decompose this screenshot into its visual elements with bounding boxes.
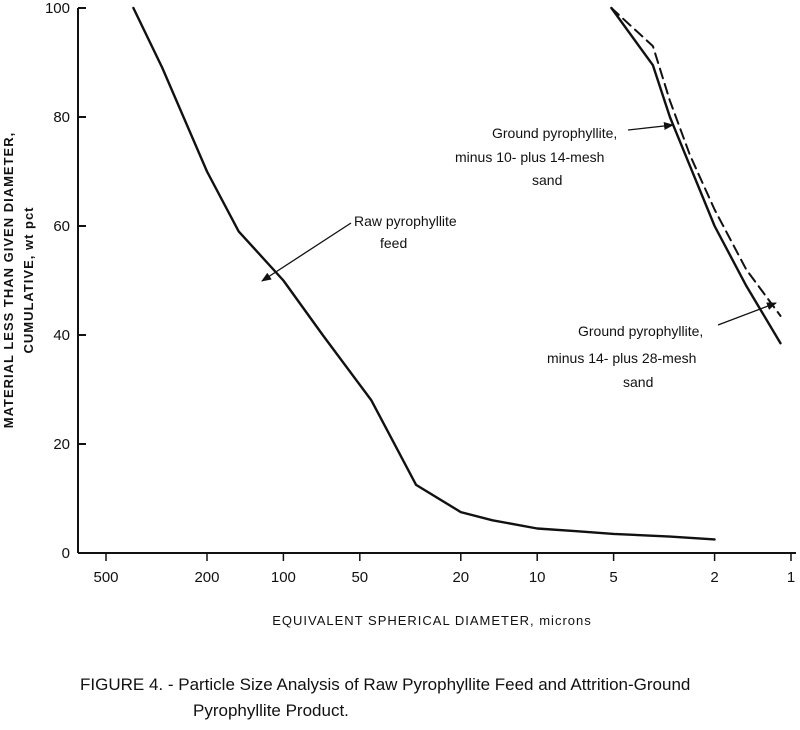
figure-caption-line2: Pyrophyllite Product.: [193, 701, 349, 720]
x-axis-ticks: 500 200 100 50 20 10 5 2 1: [93, 553, 795, 586]
annotation-g10-line1: Ground pyrophyllite,: [492, 125, 617, 141]
series-line-2: [610, 7, 782, 317]
y-tick-label: 80: [53, 109, 70, 126]
annotation-raw-line2: feed: [380, 235, 407, 251]
annotation-g14-line1: Ground pyrophyllite,: [578, 323, 703, 339]
annotation-g14-line2: minus 14- plus 28-mesh: [547, 350, 696, 366]
annotation-raw-arrow: [261, 222, 352, 282]
x-tick-label: 10: [529, 569, 546, 586]
y-tick-label: 20: [53, 436, 70, 453]
y-tick-label: 60: [53, 218, 70, 235]
y-tick-label: 40: [53, 327, 70, 344]
annotation-g10-line3: sand: [532, 172, 562, 188]
series-line-3: [610, 6, 782, 345]
y-tick-label: 100: [45, 0, 70, 17]
x-tick-label: 500: [93, 569, 118, 586]
annotation-raw-line1: Raw pyrophyllite: [354, 213, 457, 229]
y-tick-label: 0: [62, 545, 70, 562]
annotation-g14-arrow: [717, 302, 777, 326]
annotation-g10-arrow: [627, 122, 674, 131]
series-layer: [132, 6, 782, 541]
figure-caption: FIGURE 4. - Particle Size Analysis of Ra…: [80, 672, 780, 724]
figure-caption-line1: FIGURE 4. - Particle Size Analysis of Ra…: [80, 675, 691, 694]
y-axis-title-line2: CUMULATIVE, wt pct: [21, 206, 36, 353]
x-tick-label: 2: [710, 569, 718, 586]
y-axis-title-line1: MATERIAL LESS THAN GIVEN DIAMETER,: [1, 132, 16, 428]
x-axis-title: EQUIVALENT SPHERICAL DIAMETER, microns: [272, 613, 592, 628]
x-tick-label: 50: [351, 569, 368, 586]
x-tick-label: 200: [194, 569, 219, 586]
y-axis-ticks: 0 20 40 60 80 100: [45, 0, 86, 562]
x-tick-label: 5: [609, 569, 617, 586]
annotation-g14-line3: sand: [623, 374, 653, 390]
annotation-g10-line2: minus 10- plus 14-mesh: [455, 149, 604, 165]
x-tick-label: 100: [271, 569, 296, 586]
x-tick-label: 1: [787, 569, 795, 586]
x-tick-label: 20: [452, 569, 469, 586]
series-line-1: [132, 6, 716, 541]
